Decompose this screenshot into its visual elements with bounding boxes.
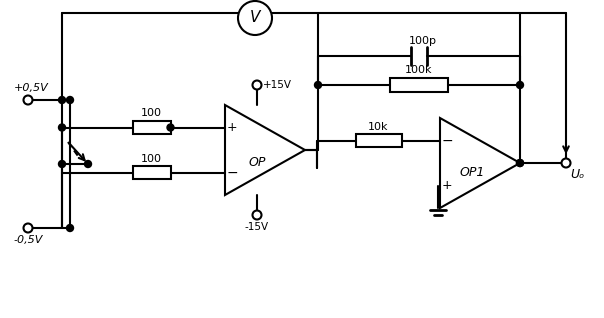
Circle shape [59, 161, 65, 168]
Circle shape [24, 95, 33, 105]
Circle shape [252, 211, 262, 219]
Circle shape [85, 161, 91, 168]
Circle shape [562, 160, 570, 167]
Text: −: − [226, 165, 238, 179]
Circle shape [66, 96, 74, 103]
Circle shape [24, 224, 33, 232]
Circle shape [167, 124, 174, 131]
Text: 100p: 100p [409, 36, 437, 46]
Circle shape [66, 225, 74, 232]
Text: +15V: +15V [263, 80, 292, 90]
Circle shape [516, 160, 524, 167]
Circle shape [252, 80, 262, 89]
Text: −: − [441, 134, 453, 148]
Circle shape [516, 160, 524, 167]
Text: 100k: 100k [405, 65, 432, 75]
Text: +0,5V: +0,5V [14, 83, 49, 93]
Text: -0,5V: -0,5V [14, 235, 43, 245]
Text: OP: OP [248, 156, 266, 169]
Circle shape [315, 81, 321, 88]
Text: 100: 100 [141, 108, 162, 119]
Bar [132, 166, 170, 179]
Circle shape [562, 158, 571, 168]
Circle shape [59, 124, 65, 131]
Bar [132, 121, 170, 134]
Bar [390, 78, 448, 92]
Text: Uₒ: Uₒ [570, 169, 584, 182]
Text: -15V: -15V [245, 222, 269, 232]
Text: OP1: OP1 [459, 167, 484, 179]
Text: +: + [442, 179, 452, 192]
Text: V: V [250, 10, 260, 25]
Text: 100: 100 [141, 154, 162, 163]
Bar [356, 134, 402, 147]
Text: 10k: 10k [368, 121, 389, 132]
Circle shape [516, 81, 524, 88]
Text: +: + [226, 121, 237, 134]
Circle shape [59, 96, 65, 103]
